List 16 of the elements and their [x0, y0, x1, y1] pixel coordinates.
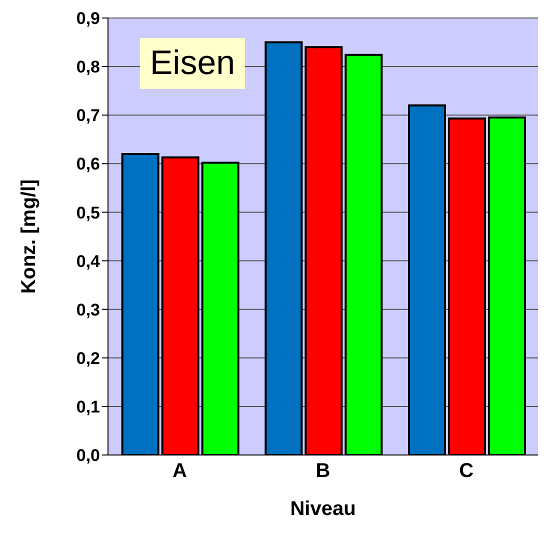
y-tick-label: 0,6	[76, 154, 100, 174]
x-axis-title: Niveau	[290, 498, 356, 520]
y-tick-label: 0,3	[76, 300, 100, 320]
y-tick-label: 0,9	[76, 9, 100, 28]
y-tick-label: 0,4	[76, 252, 101, 271]
y-tick-label: 0,8	[76, 58, 100, 77]
y-tick-label: 0,1	[76, 397, 100, 416]
x-tick-label: B	[316, 460, 330, 482]
x-tick-label: A	[172, 460, 187, 482]
y-tick-label: 0,7	[76, 106, 100, 126]
y-tick-label: 0,5	[76, 203, 100, 222]
y-axis-title: Konz. [mg/l]	[18, 179, 40, 294]
y-tick-label: 0,0	[76, 446, 100, 466]
y-tick-label: 0,2	[76, 348, 100, 368]
x-tick-label: C	[459, 460, 474, 482]
text: Eisen	[140, 38, 246, 89]
